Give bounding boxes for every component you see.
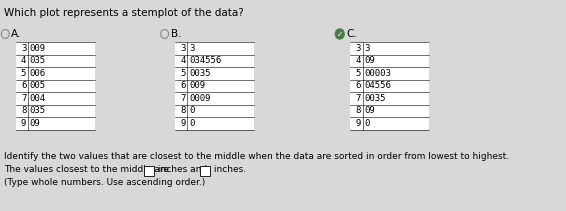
Text: inches and: inches and — [155, 165, 210, 174]
Bar — [16, 42, 95, 130]
Text: 04556: 04556 — [365, 81, 391, 90]
Text: 006: 006 — [30, 69, 46, 78]
Text: A.: A. — [11, 29, 22, 39]
Text: 09: 09 — [365, 56, 375, 65]
Text: 034556: 034556 — [189, 56, 221, 65]
Bar — [200, 166, 210, 176]
Text: 6: 6 — [181, 81, 186, 90]
Bar — [144, 166, 154, 176]
Text: 3: 3 — [21, 44, 26, 53]
Text: 0: 0 — [365, 119, 370, 128]
Text: 0: 0 — [189, 119, 195, 128]
Text: 004: 004 — [30, 94, 46, 103]
Circle shape — [336, 29, 344, 39]
Text: 7: 7 — [181, 94, 186, 103]
Text: 005: 005 — [30, 81, 46, 90]
Text: 009: 009 — [30, 44, 46, 53]
Text: inches.: inches. — [211, 165, 246, 174]
Text: 009: 009 — [189, 81, 205, 90]
Text: The values closest to the middle are: The values closest to the middle are — [5, 165, 172, 174]
Text: C.: C. — [346, 29, 357, 39]
Text: 0: 0 — [189, 106, 195, 115]
Text: 9: 9 — [355, 119, 361, 128]
Text: 8: 8 — [21, 106, 26, 115]
Text: Which plot represents a stemplot of the data?: Which plot represents a stemplot of the … — [5, 8, 244, 18]
Text: 5: 5 — [355, 69, 361, 78]
Text: 3: 3 — [365, 44, 370, 53]
Text: 3: 3 — [355, 44, 361, 53]
Text: 00003: 00003 — [365, 69, 391, 78]
Text: 5: 5 — [21, 69, 26, 78]
Text: ✓: ✓ — [337, 30, 343, 38]
Text: 035: 035 — [30, 106, 46, 115]
Text: 5: 5 — [181, 69, 186, 78]
Text: Identify the two values that are closest to the middle when the data are sorted : Identify the two values that are closest… — [5, 152, 509, 161]
Text: 3: 3 — [181, 44, 186, 53]
Text: 3: 3 — [189, 44, 195, 53]
Bar — [350, 42, 429, 130]
Text: 0035: 0035 — [365, 94, 386, 103]
Text: 09: 09 — [365, 106, 375, 115]
Text: 7: 7 — [355, 94, 361, 103]
Text: 6: 6 — [21, 81, 26, 90]
Text: 6: 6 — [355, 81, 361, 90]
Text: 9: 9 — [181, 119, 186, 128]
Text: 035: 035 — [30, 56, 46, 65]
Text: 8: 8 — [355, 106, 361, 115]
Text: B.: B. — [171, 29, 181, 39]
Text: 7: 7 — [21, 94, 26, 103]
Text: 9: 9 — [21, 119, 26, 128]
Text: 8: 8 — [181, 106, 186, 115]
Text: 0009: 0009 — [189, 94, 211, 103]
Text: 4: 4 — [355, 56, 361, 65]
Text: (Type whole numbers. Use ascending order.): (Type whole numbers. Use ascending order… — [5, 178, 205, 187]
Text: 4: 4 — [21, 56, 26, 65]
Text: 09: 09 — [30, 119, 41, 128]
Text: 0035: 0035 — [189, 69, 211, 78]
Text: 4: 4 — [181, 56, 186, 65]
Bar — [175, 42, 254, 130]
